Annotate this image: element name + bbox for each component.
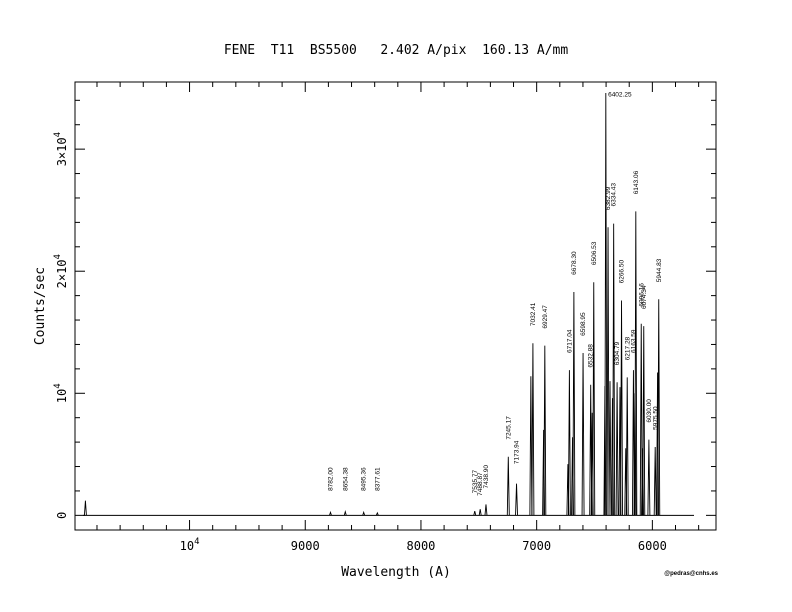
emission-line (484, 504, 488, 516)
emission-line (633, 393, 637, 516)
peak-label: 6506.53 (591, 241, 598, 265)
peak-label: 8377.61 (374, 467, 381, 491)
x-tick-label: 6000 (638, 539, 667, 553)
emission-line (571, 437, 574, 516)
y-axis-label: Counts/sec (33, 267, 48, 345)
emission-line (83, 500, 87, 516)
emission-line (343, 509, 347, 516)
peak-label: 8495.36 (361, 467, 368, 491)
peak-label: 6717.04 (566, 329, 573, 353)
emission-line (362, 510, 366, 516)
emission-line (624, 448, 628, 516)
emission-line (590, 412, 594, 516)
peak-label: 7173.94 (514, 440, 521, 464)
peak-label: 7032.41 (530, 302, 537, 326)
peak-label: 6598.95 (580, 312, 587, 336)
emission-line (603, 385, 607, 516)
peak-label: 6030.00 (646, 399, 653, 423)
peak-label: 6382.99 (605, 186, 612, 210)
peak-label: 6532.88 (588, 344, 595, 368)
emission-line (531, 343, 535, 516)
x-axis-label: Wavelength (A) (341, 565, 451, 580)
x-tick-label: 104 (180, 537, 200, 553)
emission-line (606, 227, 610, 516)
peak-label: 8782.00 (327, 467, 334, 491)
emission-line (529, 376, 533, 516)
spectrum-lines (83, 92, 661, 516)
emission-line (566, 464, 570, 516)
axis-ticks (75, 82, 716, 530)
emission-line (641, 448, 644, 516)
emission-line (592, 282, 596, 516)
peak-label: 6402.25 (608, 92, 632, 99)
emission-line (615, 382, 619, 516)
emission-line (647, 439, 651, 516)
y-tick-label: 3×104 (53, 132, 69, 166)
y-tick-label: 2×104 (53, 254, 69, 288)
emission-line (329, 510, 332, 516)
emission-line (581, 352, 585, 516)
emission-line (473, 510, 477, 516)
peak-label: 6304.79 (614, 341, 621, 365)
y-tick-label: 0 (55, 512, 69, 519)
plot-frame (74, 81, 717, 531)
peak-label: 7488.87 (477, 472, 484, 496)
x-tick-label: 9000 (291, 539, 320, 553)
emission-line (608, 381, 612, 516)
emission-line (604, 92, 608, 516)
peak-label: 5944.83 (656, 258, 663, 282)
peak-label: 7535.77 (472, 469, 479, 493)
peak-label: 6266.50 (619, 260, 626, 284)
peak-label: 8654.38 (342, 467, 349, 491)
credit-text: @pedras@cnhs.es (664, 571, 718, 577)
emission-line (506, 456, 510, 516)
emission-line (610, 398, 614, 516)
emission-line (642, 326, 646, 516)
peak-labels: 8782.00 8654.38 8495.36 8377.61 7535.777488.… (327, 92, 662, 496)
peak-label: 6334.43 (611, 183, 618, 207)
axis-tick-labels: 104 9000 8000 7000 6000 0 104 2×104 3×104 (53, 132, 667, 553)
emission-line (572, 291, 576, 516)
emission-line (625, 377, 629, 516)
peak-label: 7245.17 (505, 416, 512, 440)
peak-label: 5975.50 (652, 406, 659, 430)
x-tick-label: 8000 (407, 539, 436, 553)
emission-line (653, 446, 657, 516)
emission-line (542, 429, 546, 516)
peak-label: 6074.34 (641, 285, 648, 309)
emission-line (375, 511, 379, 516)
peak-label: 6096.16 (638, 283, 645, 307)
peak-label: 6163.59 (630, 329, 637, 353)
peak-label: 7438.90 (483, 465, 490, 489)
emission-line (478, 509, 482, 516)
emission-line (639, 323, 643, 516)
chart-title: FENE T11 BS5500 2.402 A/pix 160.13 A/mm (224, 43, 569, 58)
peak-label: 6143.06 (633, 170, 640, 194)
peak-label: 6678.30 (571, 251, 578, 275)
emission-line (567, 370, 571, 516)
y-tick-label: 104 (53, 383, 69, 403)
peak-label: 6217.28 (624, 336, 631, 360)
x-tick-label: 7000 (522, 539, 551, 553)
emission-line (515, 483, 518, 516)
emission-line (620, 300, 623, 516)
peak-label: 6929.47 (542, 305, 549, 329)
emission-line (656, 372, 660, 516)
emission-line (618, 387, 622, 516)
